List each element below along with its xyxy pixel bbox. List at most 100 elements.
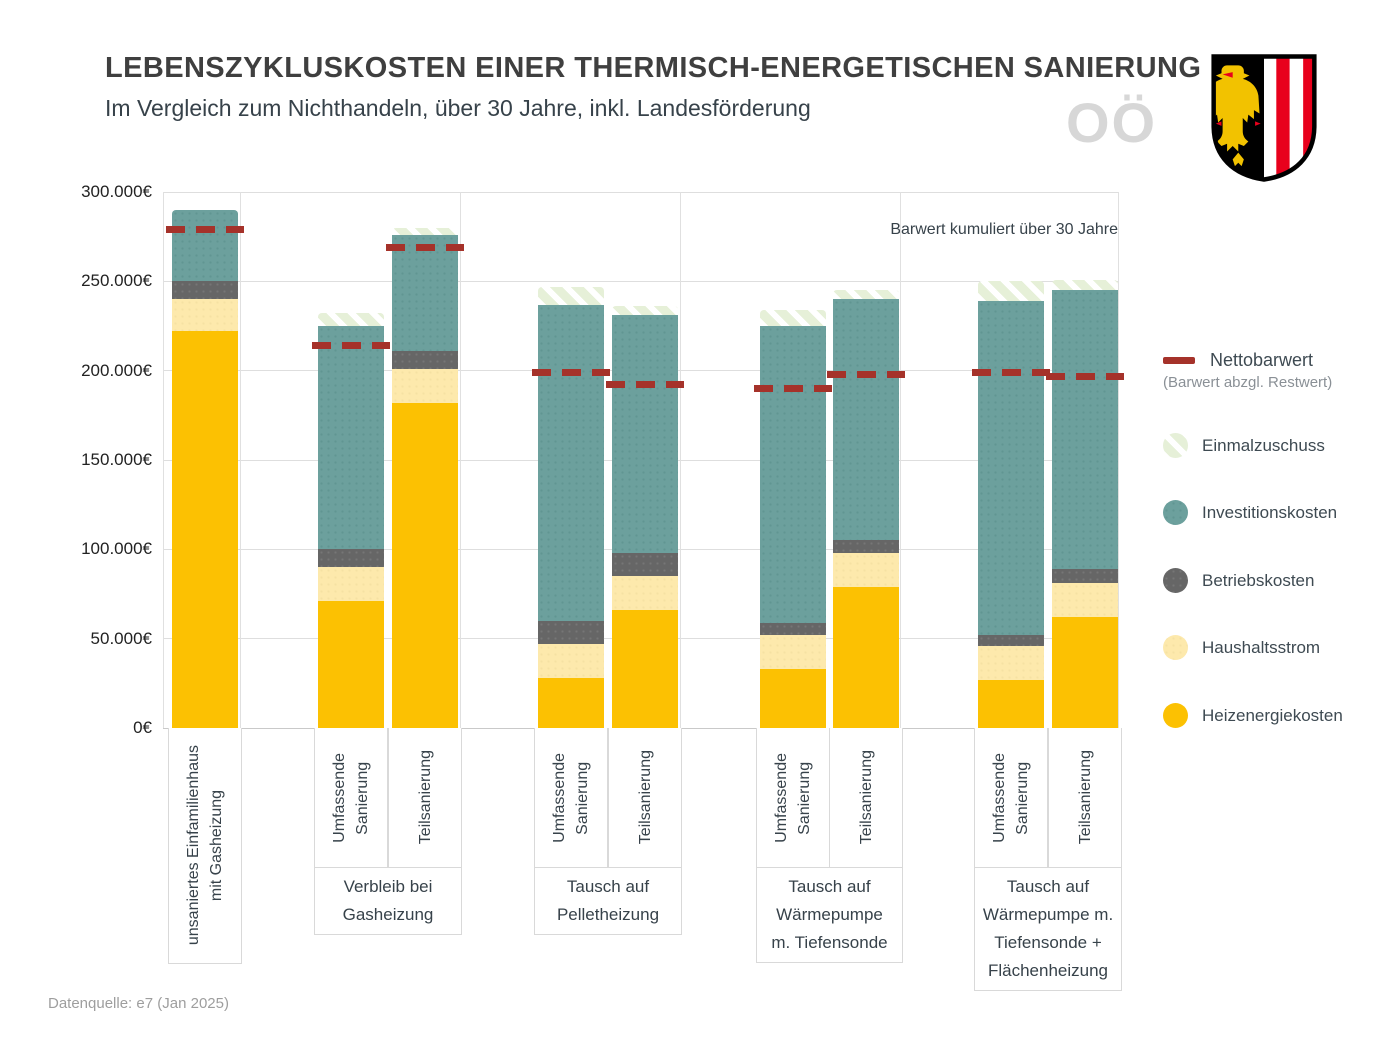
investitionskosten-swatch-icon (1163, 500, 1188, 525)
legend-item-investitionskosten: Investitionskosten (1163, 500, 1337, 525)
nettobarwert-line (606, 381, 684, 389)
bar-segment-einmalzuschuss (538, 286, 604, 305)
nettobarwert-line (972, 368, 1050, 376)
x-axis-label: Umfassende Sanierung (991, 752, 1031, 843)
legend-label: Betriebskosten (1202, 570, 1315, 590)
x-axis-label-cell: unsaniertes Einfamilienhaus mit Gasheizu… (168, 728, 242, 964)
bar-segment-einmalzuschuss (833, 290, 899, 300)
legend-item-betriebskosten: Betriebskosten (1163, 568, 1314, 593)
upper-austria-coat-of-arms-logo (1208, 52, 1320, 184)
bar-segment-haushaltsstrom (760, 635, 826, 670)
nettobarwert-line (827, 370, 905, 378)
bar-segment-einmalzuschuss (392, 227, 458, 235)
legend-item-heizenergiekosten: Heizenergiekosten (1163, 703, 1343, 728)
bar-segment-betriebskosten (1052, 568, 1118, 584)
bar-segment-einmalzuschuss (318, 313, 384, 326)
gridline (163, 280, 1118, 282)
bar-segment-heizenergiekosten (392, 402, 458, 728)
bar-segment-haushaltsstrom (392, 368, 458, 403)
group-caption: Verbleib bei Gasheizung (314, 867, 462, 935)
bar-segment-betriebskosten (538, 620, 604, 645)
legend-label: Einmalzuschuss (1202, 435, 1325, 455)
x-axis-label-cell: Umfassende Sanierung (314, 728, 388, 868)
nettobarwert-line (1046, 372, 1124, 380)
heizenergiekosten-swatch-icon (1163, 703, 1188, 728)
bar-segment-heizenergiekosten (760, 669, 826, 728)
nettobarwert-line-swatch (1163, 357, 1195, 364)
oo-watermark: OÖ (1066, 91, 1158, 154)
x-axis-label-cell: Teilsanierung (608, 728, 682, 868)
bar-segment-haushaltsstrom (612, 576, 678, 611)
nettobarwert-line (532, 368, 610, 376)
nettobarwert-line (312, 342, 390, 350)
x-axis-label: Teilsanierung (1076, 750, 1094, 845)
bar-segment-investitionskosten (172, 209, 238, 282)
y-axis-tick-label: 200.000€ (81, 360, 152, 380)
legend-item-haushaltsstrom: Haushaltsstrom (1163, 635, 1320, 660)
bar-segment-investitionskosten (978, 300, 1044, 636)
y-axis-tick-label: 300.000€ (81, 182, 152, 201)
bar-segment-betriebskosten (760, 622, 826, 636)
x-axis-label: Umfassende Sanierung (551, 752, 591, 843)
category-divider (162, 192, 164, 728)
betriebskosten-swatch-icon (1163, 568, 1188, 593)
page-title: LEBENSZYKLUSKOSTEN EINER THERMISCH-ENERG… (105, 52, 1202, 84)
bar-segment-haushaltsstrom (318, 567, 384, 602)
bar-segment-betriebskosten (172, 281, 238, 300)
group-caption: Tausch auf Pelletheizung (534, 867, 682, 935)
legend-label: Investitionskosten (1202, 502, 1338, 522)
legend-label: Heizenergiekosten (1202, 705, 1343, 725)
nettobarwert-line (754, 385, 832, 393)
bar-segment-investitionskosten (318, 326, 384, 550)
coat-of-arms-icon (1211, 54, 1317, 182)
einmalzuschuss-swatch-icon (1163, 433, 1188, 458)
x-axis-label-cell: Teilsanierung (1048, 728, 1122, 868)
bar-segment-investitionskosten (760, 326, 826, 623)
x-axis-label: Umfassende Sanierung (331, 752, 371, 843)
x-axis-label-cell: Umfassende Sanierung (534, 728, 608, 868)
y-axis-tick-label: 250.000€ (81, 271, 152, 291)
nettobarwert-line (166, 226, 244, 234)
y-axis-tick-label: 0€ (133, 718, 152, 737)
legend-label: Haushaltsstrom (1202, 637, 1321, 657)
bar-segment-haushaltsstrom (1052, 583, 1118, 618)
group-caption: Tausch auf Wärmepumpe m. Tiefensonde (756, 867, 903, 963)
y-axis-tick-label: 150.000€ (81, 450, 152, 469)
x-axis-label: unsaniertes Einfamilienhaus mit Gasheizu… (185, 745, 225, 946)
bar-segment-investitionskosten (1052, 290, 1118, 569)
bar-segment-heizenergiekosten (978, 679, 1044, 728)
page-subtitle: Im Vergleich zum Nichthandeln, über 30 J… (105, 95, 811, 121)
bar-segment-investitionskosten (538, 304, 604, 621)
x-axis-label: Teilsanierung (416, 750, 434, 845)
bar-segment-haushaltsstrom (538, 644, 604, 678)
bar-segment-heizenergiekosten (538, 677, 604, 728)
bar-segment-investitionskosten (392, 234, 458, 351)
x-axis-label-cell: Umfassende Sanierung (756, 728, 830, 868)
bar-segment-heizenergiekosten (318, 601, 384, 728)
category-divider (239, 192, 241, 728)
bar-segment-betriebskosten (978, 635, 1044, 646)
category-divider (1117, 192, 1119, 728)
annotation-barwert: Barwert kumuliert über 30 Jahre (890, 221, 1118, 238)
x-axis-label: Teilsanierung (857, 750, 875, 845)
y-axis-tick-label: 100.000€ (81, 539, 152, 559)
x-axis-label-cell: Teilsanierung (388, 728, 462, 868)
bar-segment-einmalzuschuss (612, 306, 678, 316)
x-axis-label: Teilsanierung (636, 750, 654, 845)
bar-segment-heizenergiekosten (833, 586, 899, 728)
bar-segment-betriebskosten (318, 549, 384, 568)
bar-segment-haushaltsstrom (978, 645, 1044, 680)
legend-label: Nettobarwert (1210, 350, 1314, 370)
bar-segment-heizenergiekosten (172, 331, 238, 728)
bar-segment-heizenergiekosten (612, 610, 678, 728)
nettobarwert-line (386, 243, 464, 251)
bar-segment-einmalzuschuss (1052, 279, 1118, 291)
haushaltsstrom-swatch-icon (1163, 635, 1188, 660)
category-divider (679, 192, 681, 728)
bar-segment-einmalzuschuss (760, 309, 826, 326)
x-axis-label-cell: Teilsanierung (829, 728, 903, 868)
x-axis-label: Umfassende Sanierung (773, 752, 813, 843)
bar-segment-investitionskosten (612, 315, 678, 553)
